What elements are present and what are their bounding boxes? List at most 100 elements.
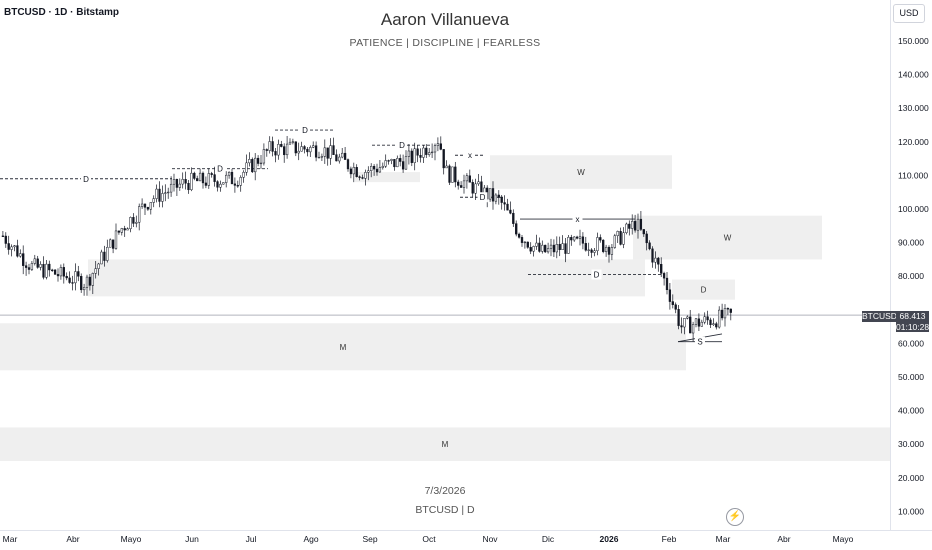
candle-body [636,218,640,231]
currency-button[interactable]: USD [893,4,925,23]
candle-body [622,232,625,245]
candle-body [312,145,315,148]
candle-body [529,247,532,252]
candle-body [245,162,248,173]
candle-body [462,180,466,188]
candle-body [555,244,558,253]
candle-body [140,203,144,207]
time-axis-tick: Mar [716,534,731,544]
zone-rect [672,279,735,300]
level-label-bg [215,163,225,174]
candle-body [390,159,393,161]
candle-body [532,246,535,252]
candle-body [651,248,654,263]
candle-body [660,264,663,274]
candle-body [454,166,457,183]
candle-body [22,253,25,266]
candle-body [683,318,686,328]
lightning-bolt-icon[interactable]: ⚡ [726,508,744,526]
candle-body [317,156,321,159]
candle-body [625,223,628,233]
candle-body [42,264,45,278]
level-label-bg [81,173,91,184]
candle-body [428,152,431,155]
candle-body [274,151,277,156]
candle-body [517,233,521,238]
candle-body [196,178,199,182]
level-label-bg [572,214,583,225]
candle-body [718,309,721,328]
candle-body [526,241,529,248]
level-label: S [697,338,702,347]
candle-body [51,269,54,271]
candle-body [642,229,645,235]
candle-body [691,324,695,334]
candle-body [546,248,550,253]
candle-body [570,237,573,241]
level-label-bg [477,192,488,203]
candle-body [259,162,263,165]
candle-body [169,183,173,193]
candle-body [700,321,703,327]
candle-body [254,157,257,173]
candle-body [416,148,419,156]
candle-body [24,265,28,268]
level-label-bg [465,150,475,161]
candle-body [465,175,469,182]
candle-body [639,218,643,230]
candle-body [94,268,97,274]
zone-rect [0,427,890,461]
candle-body [494,194,498,202]
candle-body [306,148,309,153]
candle-body [207,173,210,186]
candle-body [13,245,16,248]
candle-body [384,160,387,167]
candle-body [230,171,234,185]
candle-body [648,242,651,250]
candle-body [541,244,544,252]
candle-body [578,236,582,239]
candle-body [393,159,396,168]
price-axis-tick: 140.000 [898,70,929,80]
candle-body [535,242,538,247]
last-price-value: 68.413 [899,311,926,321]
candle-body [561,243,564,250]
candle-body [59,267,63,277]
candle-body [146,207,150,210]
watermark-title: Aaron Villanueva [380,10,510,29]
symbol-info[interactable]: BTCUSD · 1D · Bitstamp [4,7,120,18]
candle-body [474,183,477,194]
candle-body [512,212,515,224]
candle-body [613,235,616,248]
candle-body [39,264,42,268]
price-axis-tick: 120.000 [898,137,929,147]
price-axis-tick: 80.000 [898,271,924,281]
candle-body [1,235,5,237]
candle-body [497,194,500,198]
candle-body [239,177,242,186]
candle-body [30,263,34,270]
price-axis-tick: 60.000 [898,338,924,348]
candle-body [375,168,379,173]
candle-body [500,197,503,203]
candle-body [111,239,115,249]
candle-body [97,263,100,269]
candle-body [326,147,329,159]
candle-body [599,237,602,241]
candle-body [677,309,680,326]
level-label-bg [591,269,602,280]
candle-body [712,323,715,325]
candle-body [686,316,689,319]
candle-body [729,308,732,313]
candle-body [575,236,579,239]
candle-body [100,251,103,265]
zone-label: W [724,234,732,243]
candle-body [265,149,268,151]
zone-rect [0,323,686,371]
candle-body [285,143,289,156]
candle-body [584,243,587,251]
candle-body [355,167,358,177]
price-axis: 150.000 140.000 130.000 120.000 110.000 100.0… [898,36,929,516]
